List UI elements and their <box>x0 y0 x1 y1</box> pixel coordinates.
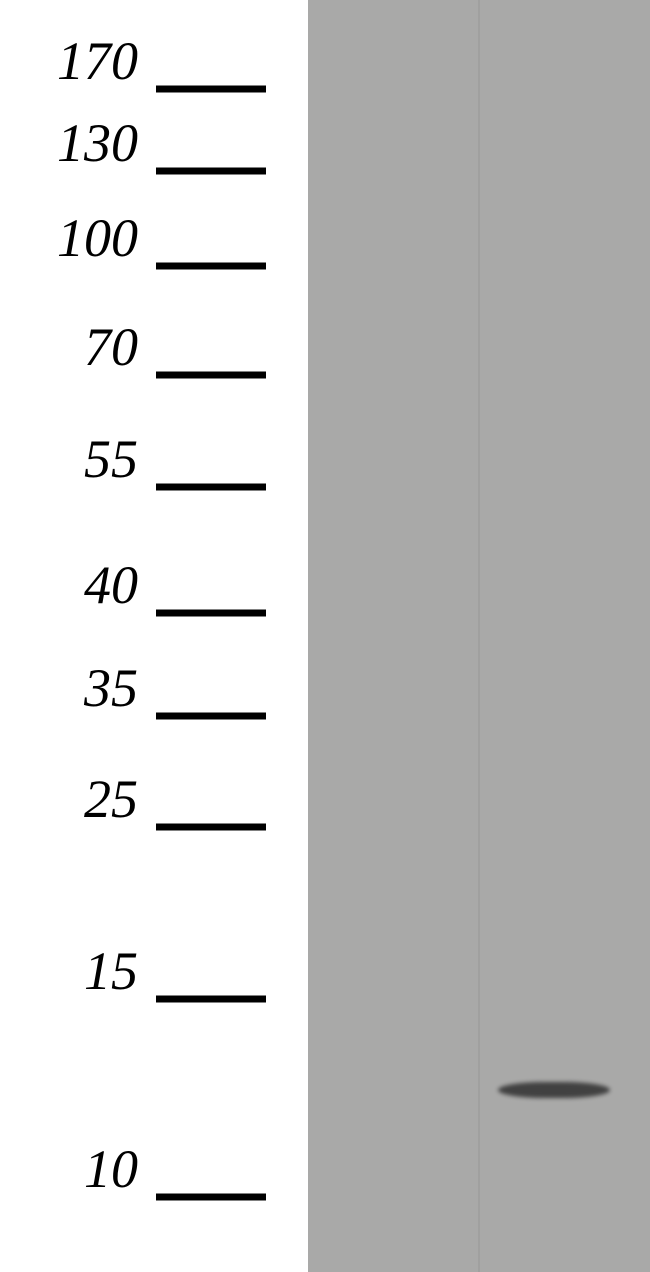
lane-2 <box>480 0 650 1272</box>
mw-marker-label: 130 <box>57 112 138 174</box>
mw-marker-tick <box>156 609 266 616</box>
mw-marker-tick <box>156 995 266 1002</box>
mw-marker-label: 15 <box>84 940 138 1002</box>
mw-marker-label: 40 <box>84 554 138 616</box>
mw-marker-tick <box>156 1193 266 1200</box>
mw-marker-tick <box>156 167 266 174</box>
blot-membrane <box>308 0 650 1272</box>
mw-marker-label: 55 <box>84 428 138 490</box>
mw-marker-tick <box>156 262 266 269</box>
mw-marker-label: 170 <box>57 30 138 92</box>
mw-marker-tick <box>156 712 266 719</box>
protein-band <box>498 1082 610 1098</box>
mw-marker-label: 25 <box>84 768 138 830</box>
mw-marker-label: 35 <box>84 657 138 719</box>
mw-marker-label: 10 <box>84 1138 138 1200</box>
mw-marker-tick <box>156 371 266 378</box>
mw-marker-tick <box>156 823 266 830</box>
mw-marker-tick <box>156 483 266 490</box>
molecular-weight-ladder: 170 130 100 70 55 40 35 25 15 10 <box>0 0 300 1272</box>
mw-marker-label: 70 <box>84 316 138 378</box>
mw-marker-tick <box>156 85 266 92</box>
lane-1 <box>308 0 478 1272</box>
western-blot-figure: 170 130 100 70 55 40 35 25 15 10 <box>0 0 650 1272</box>
mw-marker-label: 100 <box>57 207 138 269</box>
